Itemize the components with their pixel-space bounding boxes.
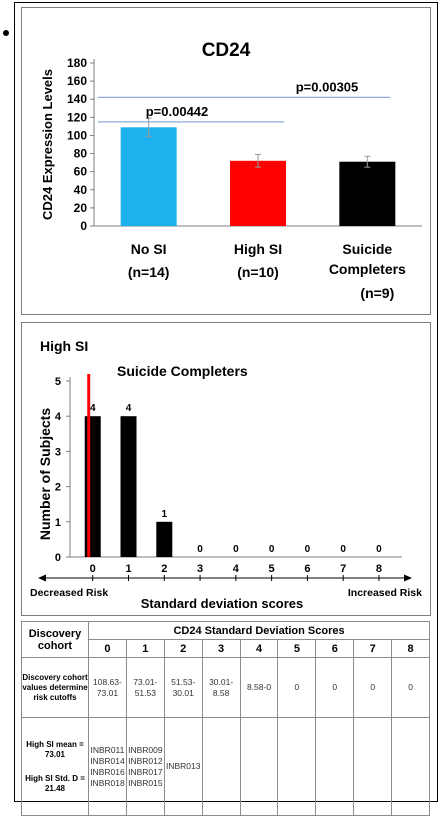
x-tick-note: (n=14) xyxy=(128,264,170,280)
y-tick-label: 120 xyxy=(67,110,87,124)
x-tick-label: 0 xyxy=(90,563,96,575)
cutoff-cell: 108.63-73.01 xyxy=(88,657,127,718)
data-label: 0 xyxy=(233,544,239,555)
histogram-bar-1 xyxy=(120,416,137,557)
arrow-left-label: Decreased Risk xyxy=(30,587,108,599)
x-tick-label: Suicide Completers xyxy=(329,241,406,277)
subject-id-cell xyxy=(201,717,241,816)
cutoff-cell: 0 xyxy=(277,657,317,718)
cutoff-cell: 8.58-0 xyxy=(239,657,279,718)
high-si-histogram-panel: High SI Suicide Completers Number of Subje… xyxy=(21,322,431,616)
chart-title: High SI xyxy=(40,338,88,354)
subject-id-cell xyxy=(277,717,317,816)
subject-id-cell: INBR011 INBR014 INBR016 INBR018 xyxy=(88,717,127,816)
table-row-cutoffs: Discovery cohort values determine risk c… xyxy=(21,657,431,718)
subject-id-cell xyxy=(239,717,279,816)
cutoff-cell: 30.01-8.58 xyxy=(201,657,241,718)
y-tick-label: 1 xyxy=(55,517,61,529)
p-value-label: p=0.00305 xyxy=(296,79,359,94)
y-tick-label: 3 xyxy=(55,446,61,458)
y-tick-label: 100 xyxy=(67,128,87,142)
arrow-right-label: Increased Risk xyxy=(348,587,422,599)
subject-id-cell xyxy=(391,717,431,816)
data-label: 4 xyxy=(90,403,96,414)
histogram-bar-0 xyxy=(84,416,101,557)
x-tick-label: 4 xyxy=(233,563,240,575)
table-col-header: 5 xyxy=(277,639,317,658)
cutoff-cell: 0 xyxy=(391,657,431,718)
y-axis-label: CD24 Expression Levels xyxy=(40,69,55,220)
subject-id-cell xyxy=(353,717,393,816)
table-group-header: CD24 Standard Deviation Scores xyxy=(87,621,431,640)
y-tick-label: 180 xyxy=(67,56,87,70)
histogram-bar-2 xyxy=(156,521,173,557)
cutoff-cell: 0 xyxy=(315,657,355,718)
row-label-high-si: High SI mean = 73.01 High SI Std. D = 21… xyxy=(21,717,89,816)
cutoff-cell: 73.01-51.53 xyxy=(125,657,165,718)
table-col-header: 2 xyxy=(163,639,203,658)
cd24-expression-chart: CD24 CD24 Expression Levels 0 20 40 60 80 100 12… xyxy=(40,40,422,301)
table-col-header: 6 xyxy=(315,639,355,658)
p-value-label: p=0.00442 xyxy=(146,104,209,119)
table-corner-label: Discovery cohort xyxy=(21,621,89,658)
y-tick-label: 5 xyxy=(55,376,61,388)
y-tick-label: 60 xyxy=(74,165,88,179)
data-label: 1 xyxy=(162,509,168,520)
arrow-right-head xyxy=(404,574,412,582)
y-tick-label: 0 xyxy=(80,219,87,233)
row-label-cutoffs: Discovery cohort values determine risk c… xyxy=(21,657,89,718)
table-col-header: 3 xyxy=(201,639,241,658)
row-label-mean: High SI mean = 73.01 xyxy=(26,739,84,759)
x-tick-label: No SI xyxy=(131,241,167,257)
cutoff-cell: 51.53-30.01 xyxy=(163,657,203,718)
x-tick-label: 3 xyxy=(197,563,203,575)
bar-2 xyxy=(339,161,396,226)
subject-id-cell xyxy=(315,717,355,816)
table-row-high-si: High SI mean = 73.01 High SI Std. D = 21… xyxy=(21,717,431,816)
subject-id-cell: INBR009 INBR012 INBR017 INBR015 xyxy=(125,717,165,816)
data-label: 0 xyxy=(340,544,346,555)
x-axis-label: Standard deviation scores xyxy=(141,596,304,611)
arrow-left-head xyxy=(38,574,46,582)
table-col-header: 8 xyxy=(391,639,431,658)
x-tick-note: (n=9) xyxy=(360,285,394,301)
row-label-std: High SI Std. D = 21.48 xyxy=(25,773,85,793)
x-tick-label: 2 xyxy=(161,563,167,575)
data-label: 0 xyxy=(376,544,382,555)
data-label: 0 xyxy=(305,544,311,555)
table-col-header: 0 xyxy=(88,639,127,658)
bullet-point xyxy=(3,30,9,36)
x-tick-label: 7 xyxy=(340,563,346,575)
x-tick-label: High SI xyxy=(234,241,282,257)
cd24-expression-panel: CD24 CD24 Expression Levels 0 20 40 60 80 100 12… xyxy=(21,7,431,315)
y-tick-label: 140 xyxy=(67,92,87,106)
y-tick-label: 80 xyxy=(74,147,88,161)
chart-subtitle: Suicide Completers xyxy=(117,363,248,379)
y-tick-label: 2 xyxy=(55,482,61,494)
x-tick-label: 6 xyxy=(304,563,310,575)
y-tick-label: 4 xyxy=(55,411,62,423)
data-label: 4 xyxy=(126,403,132,414)
x-tick-label: 5 xyxy=(269,563,275,575)
table-col-header: 4 xyxy=(239,639,279,658)
bar-0 xyxy=(120,127,177,226)
data-label: 0 xyxy=(197,544,203,555)
y-tick-label: 20 xyxy=(74,201,88,215)
x-tick-note: (n=10) xyxy=(237,264,279,280)
x-tick-label: 8 xyxy=(376,563,382,575)
cutoff-cell: 0 xyxy=(353,657,393,718)
bar-1 xyxy=(230,160,286,226)
sd-score-table: Discovery cohort CD24 Standard Deviation… xyxy=(21,621,431,816)
x-tick-label: 1 xyxy=(125,563,131,575)
table-col-header: 1 xyxy=(125,639,165,658)
table-col-header: 7 xyxy=(353,639,393,658)
high-si-histogram-chart: High SI Suicide Completers Number of Subje… xyxy=(30,338,422,611)
y-tick-label: 0 xyxy=(55,552,61,564)
data-label: 0 xyxy=(269,544,275,555)
chart-title: CD24 xyxy=(202,40,251,61)
y-axis-label: Number of Subjects xyxy=(37,408,53,540)
subject-id-cell: INBR013 xyxy=(163,717,203,816)
y-tick-label: 40 xyxy=(74,183,88,197)
y-tick-label: 160 xyxy=(67,74,87,88)
